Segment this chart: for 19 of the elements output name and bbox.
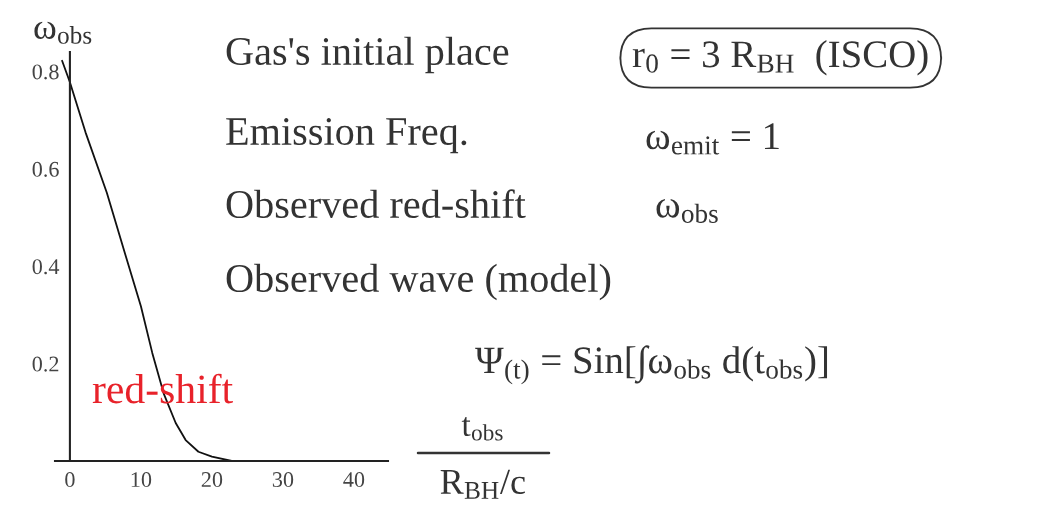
x-tick-label: 20: [201, 472, 223, 488]
y-tick-label: 0.2: [32, 356, 59, 372]
annotation: Emission Freq.: [226, 118, 467, 154]
x-tick-label: 30: [272, 472, 294, 488]
y-tick-label: 0.4: [32, 259, 60, 275]
annotation: Observed wave (model): [226, 263, 611, 301]
x-tick-label: 0: [65, 472, 75, 488]
text: ω$_{emit}$ = 1: [646, 123, 779, 155]
text: ω$_{obs}$: [656, 199, 718, 223]
annotation: Observed red-shift: [226, 189, 526, 219]
annotation: Gas's initial place: [226, 36, 509, 74]
y-axis-title: ω$_{obs}$: [34, 21, 92, 44]
text: t$_{obs}$ R$_{BH}$/c: [440, 417, 525, 499]
x-tick-label: 40: [343, 472, 365, 488]
y-tick-label: 0.8: [32, 64, 59, 80]
y-tick-label: 0.6: [32, 161, 59, 177]
text: Ψ$_{(t)}$ = Sin[∫ω$_{obs}$ d(t$_{obs}$)]: [475, 345, 828, 385]
text: r$_{0}$ = 3 R$_{BH}$ (ISCO): [632, 40, 928, 76]
x-tick-label: 10: [131, 472, 152, 488]
